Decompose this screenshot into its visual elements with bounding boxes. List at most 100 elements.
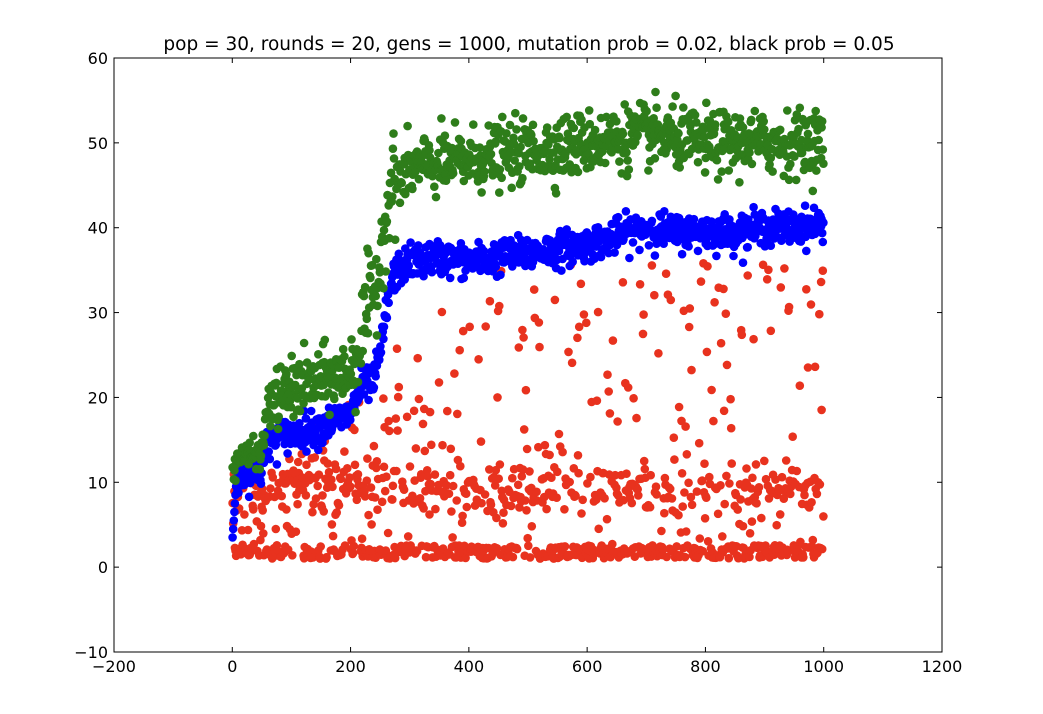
data-point-blue <box>369 383 379 392</box>
data-point-red <box>340 447 349 456</box>
data-point-green <box>379 225 389 235</box>
data-point-red <box>302 460 311 470</box>
data-point-red <box>452 496 462 505</box>
data-point-red <box>373 505 382 514</box>
data-point-blue <box>817 228 827 238</box>
data-point-blue <box>230 499 240 508</box>
data-point-green <box>750 106 760 116</box>
data-point-red <box>310 453 320 462</box>
data-point-red <box>443 406 452 416</box>
data-point-green <box>363 328 373 338</box>
data-point-green <box>651 87 660 97</box>
data-point-blue <box>230 507 239 517</box>
data-point-red <box>705 472 714 482</box>
x-tick-label: 800 <box>690 657 721 676</box>
data-point-green <box>675 163 684 172</box>
data-point-blue <box>819 218 828 227</box>
data-point-green <box>612 117 621 126</box>
data-point-red <box>288 551 297 560</box>
data-point-blue <box>359 390 369 399</box>
data-point-green <box>562 112 571 122</box>
data-point-green <box>379 283 388 293</box>
data-point-green <box>304 375 314 385</box>
data-point-blue <box>800 201 810 210</box>
y-tick-label: 30 <box>88 304 108 323</box>
data-point-blue <box>593 223 603 232</box>
data-point-blue <box>818 237 828 247</box>
data-point-red <box>379 462 389 472</box>
data-point-red <box>508 473 517 483</box>
data-point-blue <box>295 418 304 428</box>
y-tick-label: 40 <box>88 219 108 238</box>
data-point-red <box>818 266 828 276</box>
data-point-green <box>389 129 398 138</box>
data-point-red <box>448 481 458 491</box>
data-point-blue <box>647 216 657 226</box>
data-point-green <box>314 350 323 359</box>
data-point-green <box>448 169 458 178</box>
data-point-red <box>662 552 671 562</box>
data-point-red <box>720 499 729 509</box>
data-point-green <box>509 133 518 143</box>
data-point-red <box>681 422 690 431</box>
data-point-red <box>779 494 789 504</box>
data-point-red <box>600 494 609 503</box>
data-point-green <box>622 171 632 181</box>
data-point-green <box>425 146 434 155</box>
data-point-red <box>816 277 826 287</box>
data-point-green <box>692 118 701 127</box>
data-point-red <box>725 479 734 488</box>
data-point-green <box>282 369 291 379</box>
data-point-green <box>388 192 397 201</box>
data-point-green <box>510 156 519 165</box>
data-point-red <box>414 394 424 404</box>
points-layer <box>228 87 828 563</box>
data-point-green <box>542 123 552 132</box>
data-point-red <box>654 349 663 358</box>
data-point-red <box>366 483 376 492</box>
data-point-red <box>716 481 725 490</box>
data-point-green <box>784 175 794 185</box>
data-point-red <box>535 342 544 352</box>
data-point-red <box>499 508 508 517</box>
data-point-blue <box>404 261 414 271</box>
data-point-green <box>495 165 505 174</box>
data-point-green <box>440 131 450 140</box>
data-point-red <box>271 524 281 534</box>
data-point-red <box>775 510 785 519</box>
data-point-green <box>573 167 583 177</box>
data-point-red <box>474 355 483 364</box>
data-point-red <box>494 474 504 484</box>
data-point-blue <box>264 447 274 456</box>
data-point-red <box>522 444 532 454</box>
data-point-red <box>319 507 329 516</box>
data-point-red <box>719 406 729 416</box>
data-point-red <box>315 554 325 563</box>
data-point-red <box>761 474 771 484</box>
data-point-red <box>796 537 805 547</box>
data-point-green <box>555 133 564 143</box>
data-point-red <box>438 440 447 450</box>
data-point-red <box>534 442 543 452</box>
data-point-blue <box>590 254 599 263</box>
data-point-green <box>818 145 828 154</box>
data-point-red <box>444 489 454 499</box>
data-point-red <box>422 466 432 475</box>
data-point-red <box>485 465 494 474</box>
data-point-green <box>528 120 538 130</box>
data-point-red <box>425 407 435 417</box>
data-point-blue <box>376 348 386 357</box>
data-point-green <box>414 174 424 184</box>
x-tick-label: 200 <box>335 657 366 676</box>
data-point-blue <box>371 372 381 381</box>
data-point-red <box>810 362 820 372</box>
data-point-blue <box>491 262 501 272</box>
data-point-red <box>608 539 617 549</box>
data-point-red <box>743 271 752 280</box>
data-point-green <box>723 117 733 127</box>
data-point-green <box>362 314 372 324</box>
data-point-red <box>736 495 745 504</box>
data-point-red <box>357 534 367 543</box>
data-point-red <box>362 476 372 486</box>
data-point-green <box>600 158 610 168</box>
